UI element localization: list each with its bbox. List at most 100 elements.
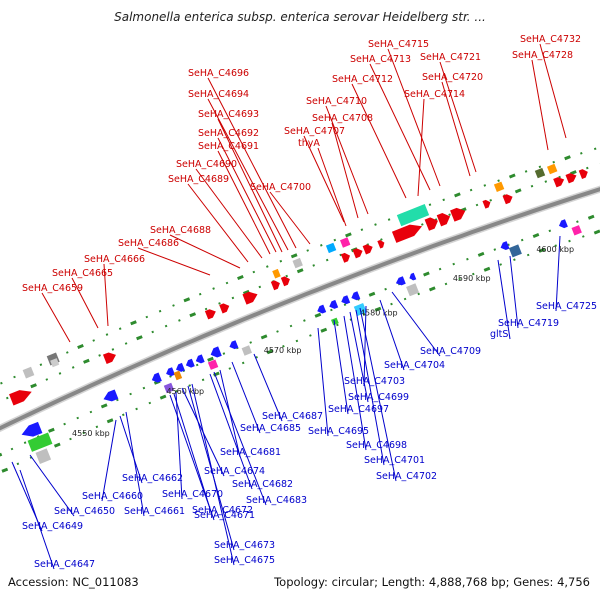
track-tick-dot [564, 155, 571, 161]
track-tick-dot [213, 371, 220, 377]
feature-box [340, 237, 351, 248]
track-tick-dot [100, 403, 108, 409]
track-tick-dot [428, 203, 432, 206]
track-tick-dot [285, 274, 288, 278]
track-tick-dot [384, 287, 387, 291]
track-tick-dot [45, 378, 49, 381]
reverse-gene-arrow [21, 421, 43, 437]
forward-gene-arrow [377, 239, 385, 249]
track-tick-dot [16, 462, 20, 466]
track-tick-dot [421, 223, 424, 226]
track-tick-dot [374, 306, 382, 312]
reverse-gene-arrow [229, 340, 239, 350]
reverse-gene-label: gltS [490, 329, 508, 340]
forward-gene-arrow [242, 291, 258, 305]
track-tick-dot [544, 180, 548, 183]
track-tick-dot [231, 296, 235, 300]
leader-line [103, 263, 109, 327]
track-tick-dot [124, 342, 128, 345]
track-tick-dot [330, 308, 333, 312]
reverse-gene-label: SeHA_C4674 [204, 466, 265, 477]
kbp-tick-label: 4550 kbp [72, 429, 110, 438]
track-tick-dot [538, 165, 542, 169]
track-tick-dot [497, 179, 500, 182]
track-tick-dot [1, 467, 9, 473]
track-tick-dot [380, 238, 383, 241]
track-tick-dot [320, 244, 323, 247]
track-tick-dot [148, 401, 152, 405]
track-tick-dot [306, 249, 309, 252]
reverse-gene-label: SeHA_C4701 [364, 455, 425, 466]
gene-tracks: 4550 kbp 4560 kbp 4570 kbp 4580 kbp 4590 kbp… [0, 147, 600, 473]
track-tick-dot [568, 239, 571, 243]
track-tick-dot [266, 349, 274, 355]
track-tick-dot [530, 184, 534, 188]
reverse-gene-arrow [351, 291, 361, 301]
feature-box [35, 448, 52, 464]
feature-box [571, 225, 582, 236]
forward-gene-arrow [391, 224, 423, 243]
reverse-gene-label: SeHA_C4682 [232, 479, 293, 490]
reverse-gene-label: SeHA_C4672 [192, 505, 253, 516]
track-tick-dot [472, 272, 475, 276]
track-tick-dot [587, 214, 595, 220]
track-tick-dot [475, 203, 479, 207]
track-tick-dot [582, 235, 585, 238]
reverse-gene-arrow [185, 358, 195, 368]
leader-line [331, 122, 359, 219]
track-tick-dot [489, 199, 492, 202]
leader-line [191, 383, 235, 566]
feature-box [207, 359, 219, 370]
track-tick-dot [363, 313, 366, 316]
track-tick-dot [249, 341, 252, 344]
track-tick-dot [23, 441, 27, 444]
forward-gene-label: SeHA_C4694 [188, 89, 249, 100]
track-tick-dot [0, 452, 3, 458]
track-tick-dot [295, 339, 299, 343]
track-tick-dot [513, 258, 516, 261]
forward-gene-arrow [482, 199, 491, 209]
track-tick-dot [136, 335, 143, 341]
leader-line [439, 61, 477, 173]
track-tick-dot [276, 330, 279, 333]
track-tick-dot [122, 413, 125, 417]
feature-box [27, 432, 53, 452]
forward-gene-label: SeHA_C4732 [520, 34, 581, 45]
feature-box [22, 366, 35, 379]
track-tick-dot [222, 352, 226, 355]
reverse-gene-label: SeHA_C4698 [346, 440, 407, 451]
track-tick-dot [428, 286, 436, 292]
track-tick-dot [77, 343, 84, 350]
reverse-gene-label: SeHA_C4703 [344, 376, 405, 387]
track-tick-dot [526, 253, 530, 257]
track-tick-dot [452, 262, 455, 266]
track-tick-dot [158, 309, 162, 313]
reverse-gene-label: SeHA_C4660 [82, 491, 143, 502]
forward-gene-label: SeHA_C4708 [312, 113, 373, 124]
label-leader-lines [11, 43, 567, 570]
reverse-gene-label: SeHA_C4681 [220, 447, 281, 458]
forward-gene-label: SeHA_C4700 [250, 182, 311, 193]
track-tick-dot [374, 223, 377, 226]
reverse-gene-arrow [195, 354, 205, 364]
leader-line [359, 307, 397, 482]
track-tick-dot [387, 218, 391, 221]
forward-gene-label: SeHA_C4659 [22, 283, 83, 294]
leader-line [349, 311, 369, 403]
forward-gene-label: SeHA_C4688 [150, 225, 211, 236]
forward-gene-label: SeHA_C4721 [420, 52, 481, 63]
leader-line [351, 83, 407, 199]
track-tick-dot [593, 147, 597, 151]
track-tick-dot [477, 251, 485, 257]
reverse-gene-label: SeHA_C4661 [124, 506, 185, 517]
track-tick-dot [260, 334, 268, 340]
forward-gene-label: SeHA_C4665 [52, 268, 113, 279]
forward-gene-arrow [280, 276, 290, 287]
track-tick-dot [225, 281, 229, 285]
track-tick-dot [207, 356, 214, 362]
track-tick-dot [266, 265, 269, 268]
reverse-gene-arrow [151, 372, 162, 383]
track-tick-dot [538, 247, 546, 253]
reverse-gene-label: SeHA_C4704 [384, 360, 445, 371]
track-tick-dot [142, 386, 146, 390]
